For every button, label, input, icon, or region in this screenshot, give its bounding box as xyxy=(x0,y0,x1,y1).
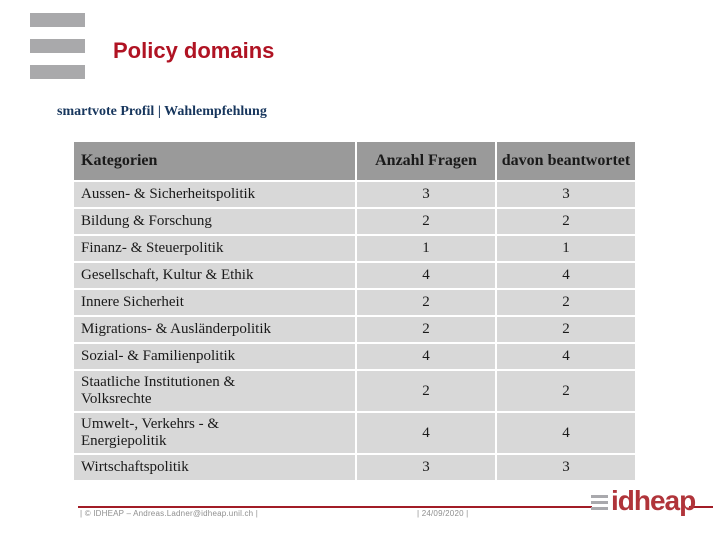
category-cell: Gesellschaft, Kultur & Ethik xyxy=(72,261,357,290)
idheap-logo: idheap xyxy=(591,485,696,516)
category-cell: Staatliche Institutionen & Volksrechte xyxy=(72,369,357,413)
table-row: Wirtschaftspolitik 3 3 xyxy=(72,453,637,482)
table-subtitle: smartvote Profil | Wahlempfehlung xyxy=(57,104,267,119)
table-row: Sozial- & Familienpolitik 4 4 xyxy=(72,342,637,371)
beantwortet-cell: 2 xyxy=(495,207,637,236)
fragen-cell: 4 xyxy=(355,342,497,371)
fragen-cell: 1 xyxy=(355,234,497,263)
logo-bar xyxy=(30,13,85,27)
logo-bar xyxy=(30,39,85,53)
fragen-cell: 2 xyxy=(355,288,497,317)
col-header-davon-beantwortet: davon beantwortet xyxy=(495,140,637,182)
footer-date: | 24/09/2020 | xyxy=(417,509,469,518)
fragen-cell: 4 xyxy=(355,411,497,455)
slide-logo-bars-icon xyxy=(30,13,85,91)
table-header-row: Kategorien Anzahl Fragen davon beantwort… xyxy=(72,140,637,182)
col-header-kategorien: Kategorien xyxy=(72,140,357,182)
beantwortet-cell: 2 xyxy=(495,369,637,413)
footer-divider-line xyxy=(78,506,592,508)
category-cell: Bildung & Forschung xyxy=(72,207,357,236)
category-cell: Aussen- & Sicherheitspolitik xyxy=(72,180,357,209)
table-row: Gesellschaft, Kultur & Ethik 4 4 xyxy=(72,261,637,290)
fragen-cell: 4 xyxy=(355,261,497,290)
category-cell: Migrations- & Ausländerpolitik xyxy=(72,315,357,344)
table-row: Innere Sicherheit 2 2 xyxy=(72,288,637,317)
table-row: Finanz- & Steuerpolitik 1 1 xyxy=(72,234,637,263)
logo-bar xyxy=(591,507,608,510)
beantwortet-cell: 2 xyxy=(495,288,637,317)
footer-divider-line xyxy=(689,506,713,508)
fragen-cell: 2 xyxy=(355,369,497,413)
fragen-cell: 3 xyxy=(355,180,497,209)
beantwortet-cell: 4 xyxy=(495,342,637,371)
idheap-logo-bars-icon xyxy=(591,495,608,513)
page-title: Policy domains xyxy=(113,38,275,63)
category-cell: Umwelt-, Verkehrs - & Energiepolitik xyxy=(72,411,357,455)
category-cell: Wirtschaftspolitik xyxy=(72,453,357,482)
idheap-logo-text: idheap xyxy=(611,485,696,516)
table-row: Umwelt-, Verkehrs - & Energiepolitik 4 4 xyxy=(72,411,637,455)
beantwortet-cell: 3 xyxy=(495,453,637,482)
footer-copyright: | © IDHEAP – Andreas.Ladner@idheap.unil.… xyxy=(80,509,259,518)
beantwortet-cell: 2 xyxy=(495,315,637,344)
beantwortet-cell: 4 xyxy=(495,411,637,455)
logo-bar xyxy=(30,65,85,79)
logo-bar xyxy=(591,495,608,498)
beantwortet-cell: 1 xyxy=(495,234,637,263)
category-cell: Finanz- & Steuerpolitik xyxy=(72,234,357,263)
policy-domains-table: Kategorien Anzahl Fragen davon beantwort… xyxy=(72,140,637,482)
beantwortet-cell: 4 xyxy=(495,261,637,290)
fragen-cell: 2 xyxy=(355,207,497,236)
col-header-anzahl-fragen: Anzahl Fragen xyxy=(355,140,497,182)
category-cell: Sozial- & Familienpolitik xyxy=(72,342,357,371)
beantwortet-cell: 3 xyxy=(495,180,637,209)
fragen-cell: 2 xyxy=(355,315,497,344)
table-row: Aussen- & Sicherheitspolitik 3 3 xyxy=(72,180,637,209)
logo-bar xyxy=(591,501,608,504)
category-cell: Innere Sicherheit xyxy=(72,288,357,317)
table-row: Staatliche Institutionen & Volksrechte 2… xyxy=(72,369,637,413)
table-row: Bildung & Forschung 2 2 xyxy=(72,207,637,236)
fragen-cell: 3 xyxy=(355,453,497,482)
table-row: Migrations- & Ausländerpolitik 2 2 xyxy=(72,315,637,344)
